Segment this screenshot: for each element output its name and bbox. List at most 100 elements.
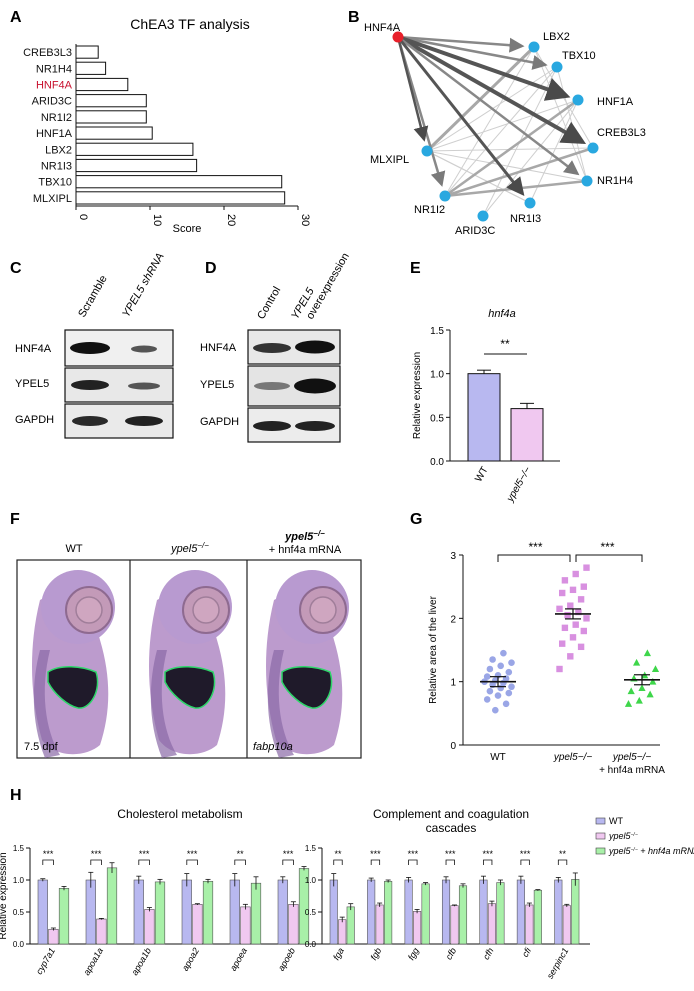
data-point [486,665,494,673]
liver-outline [281,666,333,709]
data-point [494,692,502,699]
blot-band [254,382,290,390]
data-point [583,564,590,571]
blot-c-row-hnf4a: HNF4A [15,343,52,355]
panel-label-g: G [410,511,422,528]
blot-d-row-gapdh: GAPDH [200,416,239,428]
tick-label-tbx10: TBX10 [38,177,72,189]
blot-band [72,416,108,426]
blot-band [253,343,291,353]
blot-band [131,345,157,353]
blot-band [294,378,336,394]
x-tick-label-cfh: cfh [481,946,496,961]
y-tick-label: 2 [450,614,456,625]
bar-serpinc1 [554,879,563,945]
significance-label: *** [445,849,456,859]
legend-swatch-wt [595,817,606,825]
bar-hnf1a [75,126,153,140]
h-left-title: Cholesterol metabolism [117,807,242,821]
data-point [483,696,491,703]
bar-apoa1a [96,918,107,945]
node-nr1i2 [439,190,451,202]
tick-label-creb3l3: CREB3L3 [23,47,72,59]
panel-label-c: C [10,260,22,277]
significance-label: ** [559,849,567,859]
panel-label-b: B [348,9,360,26]
node-label-nr1h4: NR1H4 [597,175,633,187]
legend-swatch-ypel5 [595,832,606,840]
data-point [577,596,585,603]
blot-band [125,416,163,426]
x-tick-label-fgg: fgg [406,946,421,962]
bar-cfi [533,889,542,945]
x-tick-label: WT [490,752,506,763]
significance-bracket [575,554,643,562]
chart-h-legend: WT ypel5−/− ypel5−/− + hnf4a mRNA [595,816,694,856]
bar-cfb [441,879,451,945]
bar-apoea [240,906,251,945]
f-label-rescue-1: ypel5−/− [284,529,325,543]
significance-bracket [186,859,198,865]
y-tick-label: 1.5 [430,326,444,337]
bar-apoa1b [144,909,155,945]
significance-label: *** [370,849,381,859]
bar-fga [346,906,355,945]
y-tick-label: 1.5 [305,844,317,853]
data-point [635,696,643,704]
f-label-ypel5-sup: −/− [197,541,209,550]
network-edge-from-hnf4a [397,36,580,176]
data-point [489,656,496,663]
data-point [569,634,577,641]
bar-cyp7a1 [37,879,48,945]
network-edge [444,66,558,197]
network-edge [444,146,594,198]
data-point [500,649,507,657]
bar-apoa1a [85,879,96,945]
y-tick-label: 0.0 [430,457,444,468]
chart-a: CREB3L3 NR1H4 HNF4A ARID3C NR1I2 HNF1A LBX2 NR1… [23,44,311,235]
node-creb3l3 [587,142,599,154]
data-point [624,700,633,707]
stage-label: 7.5 dpf [24,741,59,753]
y-tick-label: 3 [450,551,456,562]
blot-band [71,380,109,390]
network-edge-from-hnf4a [397,35,548,70]
node-label-tbx10: TBX10 [562,50,596,62]
blot-c-row-gapdh: GAPDH [15,414,54,426]
legend-ypel5-gene: ypel5 [608,831,632,841]
data-point [627,687,635,695]
embryo-panel-f: WT ypel5−/− ypel5−/− + hnf4a mRNA 7.5 dp… [16,529,362,759]
legend-rescue-rest: + hnf4a mRNA [638,846,694,856]
tick-label-mlxipl: MLXIPL [33,193,72,205]
panel-label-e: E [410,260,421,277]
chart-h-right: 0.0 0.5 1.0 1.5 ** fga *** fgb *** fgg *** cfb *** cf… [305,844,590,980]
x-axis-title: Score [173,223,202,235]
data-point [567,653,574,660]
data-point [583,615,590,622]
x-tick-label-apoeb: apoeb [276,946,297,973]
node-label-mlxipl: MLXIPL [370,154,409,166]
significance-label: *** [139,849,150,859]
data-point [643,649,651,657]
bar-apoa2 [192,904,203,945]
significance-label: *** [520,849,531,859]
x-tick-label-apoa1a: apoa1a [81,946,105,977]
legend-label-wt: WT [609,816,623,826]
significance-label: *** [528,540,542,554]
x-tick-label-cfb: cfb [444,946,459,961]
significance-bracket [138,859,150,865]
f-label-rescue-2: + hnf4a mRNA [269,544,342,556]
data-point [580,627,587,635]
bar-cfh [496,882,505,945]
bar-fgg [421,883,430,945]
data-point [646,690,654,698]
bar-fga [338,919,347,945]
node-label-nr1i3: NR1I3 [510,213,541,225]
significance-label: *** [91,849,102,859]
significance-label: *** [408,849,419,859]
data-point [559,640,566,647]
blot-c-row-ypel5: YPEL5 [15,378,49,390]
significance-bracket [408,859,418,865]
data-point [483,673,491,680]
blot-band [295,340,335,354]
